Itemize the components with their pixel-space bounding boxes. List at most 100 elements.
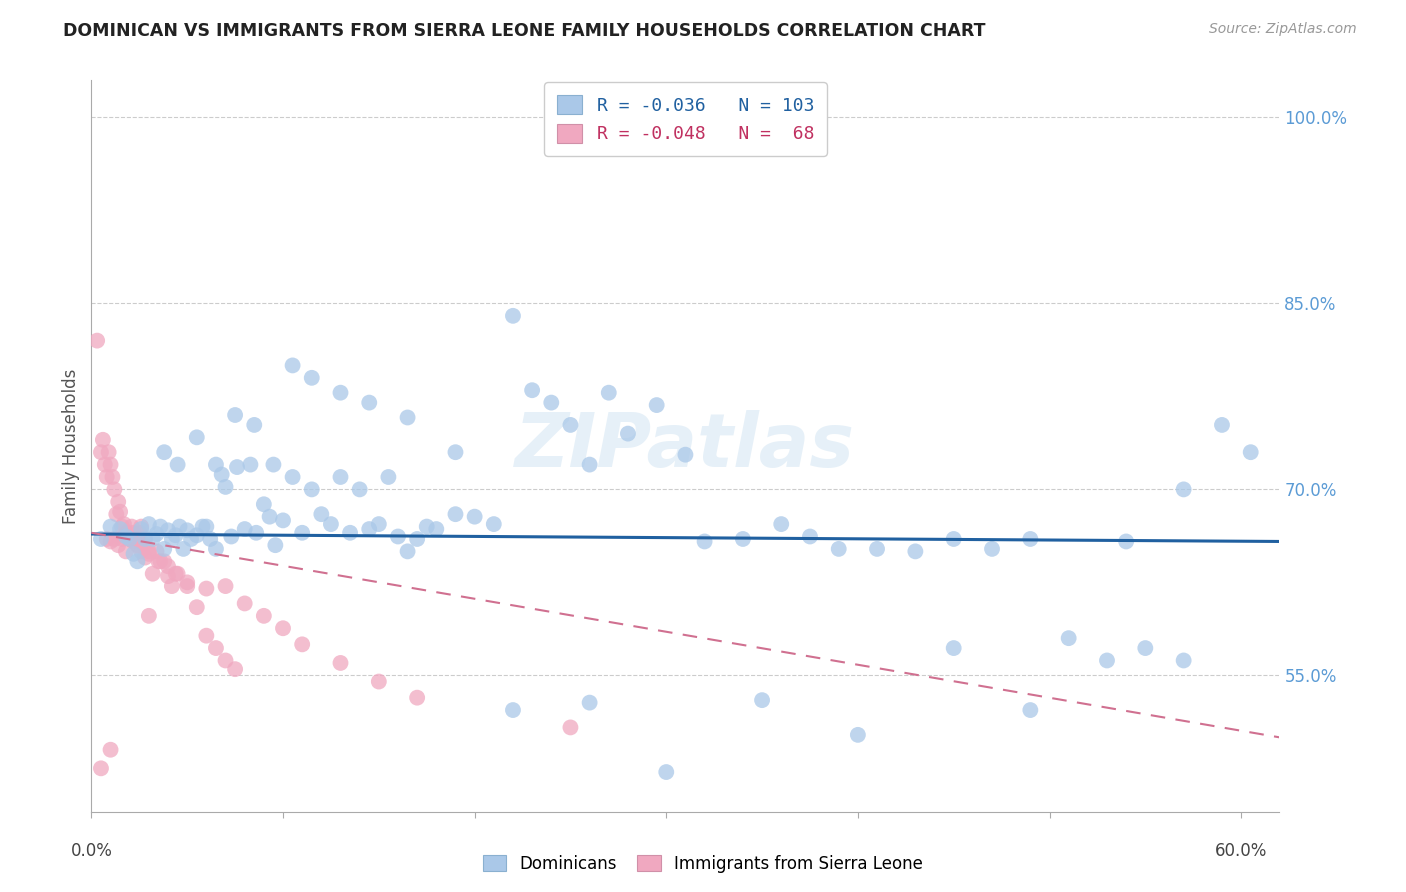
Point [502, 309, 524, 323]
Legend: R = -0.036   N = 103, R = -0.048   N =  68: R = -0.036 N = 103, R = -0.048 N = 68 [544, 82, 827, 156]
Text: 60.0%: 60.0% [1215, 842, 1267, 860]
Text: ZIPatlas: ZIPatlas [516, 409, 855, 483]
Point [191, 519, 214, 533]
Point [145, 544, 167, 558]
Point [387, 529, 409, 543]
Point [96, 470, 118, 484]
Point [122, 534, 145, 549]
Point [904, 544, 927, 558]
Point [127, 554, 149, 568]
Point [138, 544, 160, 558]
Point [224, 662, 246, 676]
Point [214, 480, 236, 494]
Point [271, 513, 294, 527]
Point [176, 579, 198, 593]
Point [205, 641, 228, 656]
Point [396, 544, 419, 558]
Point [138, 517, 160, 532]
Point [101, 470, 124, 484]
Point [108, 522, 131, 536]
Point [367, 674, 389, 689]
Point [134, 550, 156, 565]
Point [180, 532, 202, 546]
Point [100, 519, 122, 533]
Point [444, 507, 467, 521]
Point [1019, 703, 1042, 717]
Point [195, 582, 218, 596]
Point [262, 458, 284, 472]
Point [329, 656, 352, 670]
Point [799, 529, 821, 543]
Point [200, 532, 222, 546]
Point [100, 534, 122, 549]
Point [117, 525, 139, 540]
Point [153, 445, 176, 459]
Point [846, 728, 869, 742]
Point [132, 537, 155, 551]
Point [142, 566, 165, 581]
Point [319, 517, 342, 532]
Point [115, 525, 138, 540]
Point [291, 525, 314, 540]
Point [578, 696, 600, 710]
Point [149, 554, 172, 568]
Point [866, 541, 889, 556]
Point [138, 547, 160, 561]
Point [153, 554, 176, 568]
Point [693, 534, 716, 549]
Point [219, 529, 242, 543]
Point [105, 507, 128, 521]
Point [239, 458, 262, 472]
Point [1115, 534, 1137, 549]
Point [329, 470, 352, 484]
Point [502, 703, 524, 717]
Text: Source: ZipAtlas.com: Source: ZipAtlas.com [1209, 22, 1357, 37]
Point [157, 559, 180, 574]
Point [195, 629, 218, 643]
Point [172, 541, 194, 556]
Point [751, 693, 773, 707]
Point [124, 532, 146, 546]
Point [160, 532, 183, 546]
Point [281, 359, 304, 373]
Point [160, 579, 183, 593]
Point [291, 637, 314, 651]
Point [121, 519, 143, 533]
Point [359, 522, 381, 536]
Point [339, 525, 361, 540]
Point [520, 383, 543, 397]
Point [165, 566, 187, 581]
Point [100, 743, 122, 757]
Point [186, 528, 208, 542]
Point [205, 458, 228, 472]
Point [90, 761, 112, 775]
Point [1211, 417, 1233, 432]
Point [127, 538, 149, 552]
Point [271, 621, 294, 635]
Point [253, 608, 276, 623]
Point [145, 527, 167, 541]
Point [115, 529, 138, 543]
Legend: Dominicans, Immigrants from Sierra Leone: Dominicans, Immigrants from Sierra Leone [477, 848, 929, 880]
Point [148, 554, 170, 568]
Point [97, 445, 120, 459]
Point [107, 495, 129, 509]
Point [100, 458, 122, 472]
Point [108, 505, 131, 519]
Point [211, 467, 233, 482]
Point [166, 566, 188, 581]
Point [349, 483, 371, 497]
Point [103, 483, 125, 497]
Point [540, 395, 562, 409]
Point [118, 532, 141, 546]
Point [981, 541, 1004, 556]
Point [186, 430, 208, 444]
Point [1057, 631, 1080, 645]
Point [128, 525, 150, 540]
Point [122, 525, 145, 540]
Point [425, 522, 447, 536]
Point [157, 569, 180, 583]
Point [129, 544, 152, 558]
Y-axis label: Family Households: Family Households [62, 368, 80, 524]
Point [942, 641, 965, 656]
